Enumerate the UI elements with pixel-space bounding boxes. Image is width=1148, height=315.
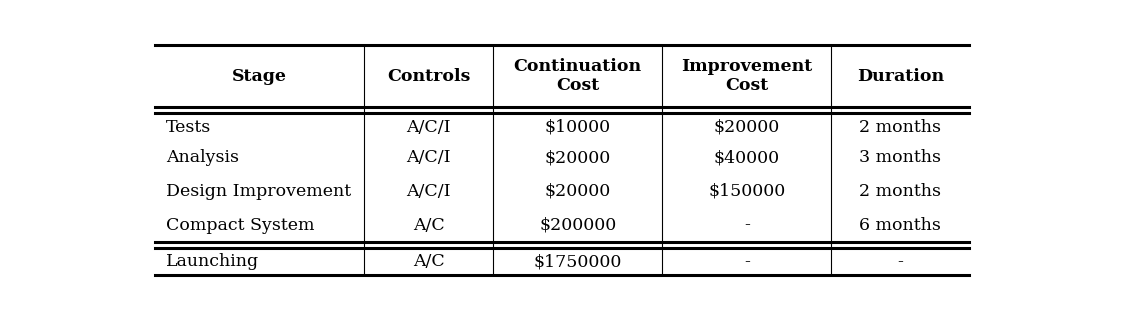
Text: -: - <box>898 253 903 270</box>
Text: Analysis: Analysis <box>165 149 239 166</box>
Text: $40000: $40000 <box>714 149 779 166</box>
Text: $20000: $20000 <box>714 119 779 136</box>
Text: Stage: Stage <box>232 68 287 85</box>
Text: Design Improvement: Design Improvement <box>165 183 351 200</box>
Text: $150000: $150000 <box>708 183 785 200</box>
Text: A/C: A/C <box>413 216 444 233</box>
Text: 3 months: 3 months <box>859 149 941 166</box>
Text: -: - <box>744 253 750 270</box>
Text: Improvement
Cost: Improvement Cost <box>681 58 813 94</box>
Text: $200000: $200000 <box>540 216 616 233</box>
Text: $10000: $10000 <box>544 119 611 136</box>
Text: Tests: Tests <box>165 119 211 136</box>
Text: -: - <box>744 216 750 233</box>
Text: A/C/I: A/C/I <box>406 149 451 166</box>
Text: A/C/I: A/C/I <box>406 119 451 136</box>
Text: A/C: A/C <box>413 253 444 270</box>
Text: 6 months: 6 months <box>859 216 941 233</box>
Text: 2 months: 2 months <box>859 119 941 136</box>
Text: 2 months: 2 months <box>859 183 941 200</box>
Text: Launching: Launching <box>165 253 258 270</box>
Text: Compact System: Compact System <box>165 216 315 233</box>
Text: A/C/I: A/C/I <box>406 183 451 200</box>
Text: $20000: $20000 <box>544 149 611 166</box>
Text: Duration: Duration <box>856 68 944 85</box>
Text: Continuation
Cost: Continuation Cost <box>513 58 642 94</box>
Text: $20000: $20000 <box>544 183 611 200</box>
Text: $1750000: $1750000 <box>534 253 622 270</box>
Text: Controls: Controls <box>387 68 471 85</box>
